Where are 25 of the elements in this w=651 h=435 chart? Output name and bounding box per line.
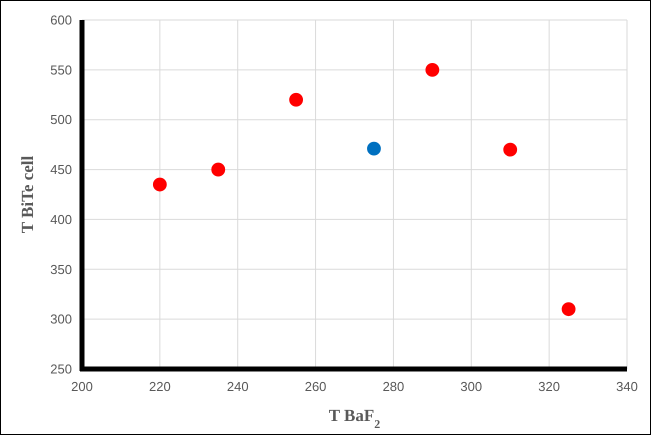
- x-tick-label: 260: [304, 379, 326, 394]
- point: [289, 92, 304, 107]
- x-tick-label: 220: [149, 379, 171, 394]
- point: [367, 142, 381, 156]
- y-tick-label: 350: [50, 262, 72, 277]
- y-tick-label: 500: [50, 112, 72, 128]
- x-axis-title: T BaF$_{2}$: [328, 406, 380, 431]
- y-tick-label: 550: [50, 62, 72, 78]
- x-tick-label: 320: [538, 379, 560, 394]
- y-tick-label: 450: [50, 162, 72, 178]
- x-tick-label: 240: [226, 379, 249, 394]
- point: [562, 302, 576, 316]
- point: [425, 62, 440, 77]
- x-tick-label: 340: [616, 379, 638, 394]
- y-tick-label: 600: [50, 12, 72, 28]
- y-tick-label: 250: [50, 362, 72, 376]
- y-tick-label: 400: [50, 212, 72, 227]
- x-tick-label: 200: [71, 379, 93, 394]
- y-axis-title: T BiTe cell: [18, 156, 37, 234]
- y-tick-label: 300: [50, 312, 72, 327]
- point: [152, 178, 167, 192]
- x-tick-label: 280: [382, 379, 404, 394]
- x-tick-label: 300: [460, 379, 482, 394]
- point: [503, 142, 518, 157]
- point: [211, 162, 226, 176]
